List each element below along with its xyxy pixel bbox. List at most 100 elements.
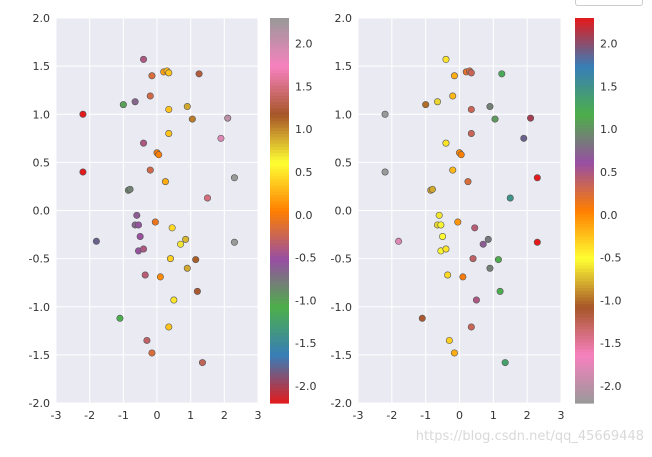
scatter-point bbox=[444, 271, 452, 279]
scatter-point bbox=[381, 110, 389, 118]
colorbar-segment bbox=[575, 249, 594, 253]
colorbar-segment bbox=[270, 239, 289, 244]
scatter-point bbox=[195, 70, 203, 78]
colorbar-segment bbox=[270, 236, 289, 240]
colorbar-segment bbox=[575, 197, 594, 202]
colorbar-segment bbox=[575, 27, 594, 32]
colorbar-segment bbox=[270, 107, 289, 112]
colorbar-segment bbox=[270, 293, 289, 298]
colorbar-tick-label: 1.5 bbox=[600, 80, 618, 93]
colorbar-segment bbox=[270, 98, 289, 103]
colorbar-segment bbox=[575, 152, 594, 157]
colorbar-segment bbox=[575, 338, 594, 343]
scatter-point bbox=[395, 237, 403, 245]
x-tick-label: -2 bbox=[386, 409, 397, 422]
colorbar-segment bbox=[575, 72, 594, 77]
right-colorbar: 2.0 1.5 1.0 0.5 0.0 -0.5 -1.0 -1.5 -2.0 bbox=[575, 18, 621, 404]
x-tick-label: -1 bbox=[420, 409, 431, 422]
colorbar-segment bbox=[575, 351, 594, 356]
colorbar-segment bbox=[270, 216, 289, 221]
colorbar-segment bbox=[575, 399, 594, 404]
colorbar-segment bbox=[270, 40, 289, 45]
colorbar-segment bbox=[270, 265, 289, 269]
colorbar-segment bbox=[270, 91, 289, 96]
colorbar-segment bbox=[575, 261, 594, 266]
colorbar-segment bbox=[575, 358, 594, 362]
colorbar-segment bbox=[270, 181, 289, 186]
colorbar-segment bbox=[575, 297, 594, 301]
colorbar-segment bbox=[575, 232, 594, 237]
scatter-point bbox=[486, 103, 494, 111]
colorbar-segment bbox=[270, 313, 289, 317]
x-tick-label: 1 bbox=[490, 409, 497, 422]
colorbar-segment bbox=[575, 207, 594, 212]
colorbar-tick-label: -2.0 bbox=[295, 380, 316, 393]
colorbar-segment bbox=[270, 191, 289, 196]
colorbar-segment bbox=[270, 85, 289, 90]
colorbar-segment bbox=[575, 78, 594, 83]
colorbar-segment bbox=[270, 136, 289, 141]
scatter-point bbox=[459, 273, 467, 281]
scatter-point bbox=[494, 256, 502, 264]
colorbar-tick-label: -1.5 bbox=[295, 337, 316, 350]
colorbar-segment bbox=[575, 114, 594, 119]
left-colorbar: 2.0 1.5 1.0 0.5 0.0 -0.5 -1.0 -1.5 -2.0 bbox=[270, 18, 316, 404]
colorbar-segment bbox=[270, 329, 289, 334]
colorbar-segment bbox=[270, 194, 289, 199]
colorbar-segment bbox=[575, 130, 594, 135]
colorbar-segment bbox=[575, 107, 594, 112]
x-tick-label: -3 bbox=[51, 409, 62, 422]
scatter-point bbox=[491, 115, 499, 123]
colorbar-segment bbox=[270, 383, 289, 388]
colorbar-segment bbox=[575, 284, 594, 289]
colorbar-segment bbox=[270, 88, 289, 93]
colorbar-segment bbox=[575, 40, 594, 45]
colorbar-segment bbox=[575, 204, 594, 208]
colorbar-segment bbox=[270, 358, 289, 362]
legend-box-stub bbox=[575, 0, 643, 6]
watermark-text: https://blog.csdn.net/qq_45669448 bbox=[415, 429, 644, 444]
scatter-point bbox=[136, 232, 144, 240]
y-tick-label: -2.0 bbox=[331, 397, 352, 410]
colorbar-tick-label: 1.0 bbox=[600, 123, 618, 136]
scatter-point bbox=[533, 174, 541, 182]
colorbar-segment bbox=[575, 223, 594, 228]
colorbar-tick-label: -1.0 bbox=[600, 294, 621, 307]
colorbar-segment bbox=[575, 46, 594, 51]
colorbar-segment bbox=[575, 149, 594, 154]
colorbar-segment bbox=[575, 75, 594, 80]
colorbar-segment bbox=[575, 335, 594, 340]
colorbar-segment bbox=[270, 159, 289, 163]
colorbar-segment bbox=[270, 326, 289, 330]
colorbar-segment bbox=[575, 303, 594, 308]
scatter-point bbox=[449, 166, 457, 174]
colorbar-segment bbox=[575, 322, 594, 327]
scatter-point bbox=[449, 92, 457, 100]
colorbar-segment bbox=[575, 136, 594, 141]
colorbar-segment bbox=[270, 59, 289, 64]
colorbar-segment bbox=[575, 258, 594, 263]
scatter-point bbox=[146, 92, 154, 100]
colorbar-segment bbox=[270, 309, 289, 314]
x-tick-label: 2 bbox=[524, 409, 531, 422]
colorbar-tick-label: 1.5 bbox=[295, 80, 313, 93]
colorbar-segment bbox=[270, 338, 289, 343]
scatter-point bbox=[119, 101, 127, 109]
scatter-point bbox=[166, 255, 174, 263]
scatter-point bbox=[498, 70, 506, 78]
colorbar-segment bbox=[270, 104, 289, 109]
x-tick-label: 0 bbox=[456, 409, 463, 422]
colorbar-segment bbox=[270, 268, 289, 273]
scatter-point bbox=[156, 273, 164, 281]
colorbar-segment bbox=[575, 396, 594, 401]
x-tick-label: 1 bbox=[187, 409, 194, 422]
colorbar-segment bbox=[270, 399, 289, 404]
colorbar-segment bbox=[575, 393, 594, 398]
colorbar-segment bbox=[270, 370, 289, 375]
scatter-point bbox=[520, 134, 528, 142]
colorbar-segment bbox=[270, 34, 289, 38]
colorbar-segment bbox=[270, 249, 289, 253]
scatter-point bbox=[217, 134, 225, 142]
colorbar-segment bbox=[270, 197, 289, 202]
y-tick-label: -2.0 bbox=[29, 397, 50, 410]
